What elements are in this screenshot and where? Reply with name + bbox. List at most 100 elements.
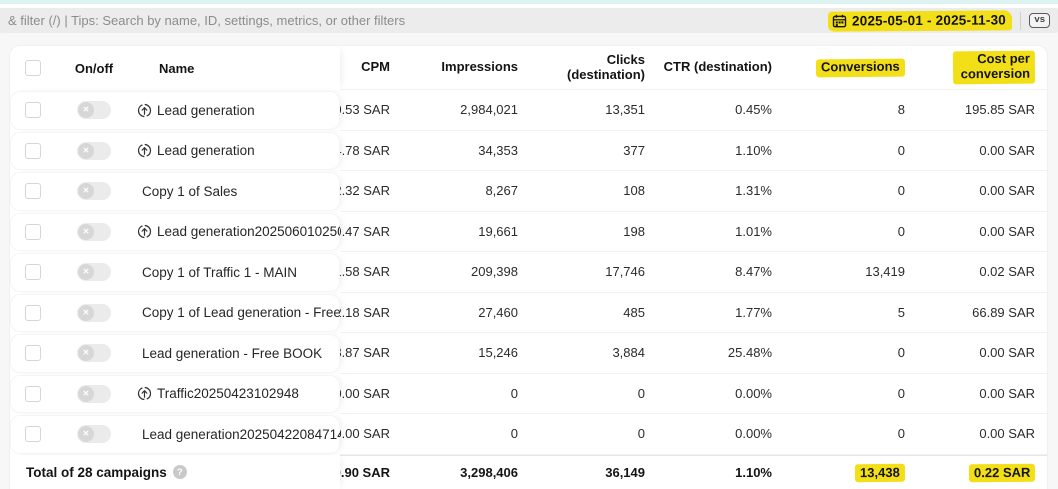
cell-cpm: 1.58 SAR (334, 264, 390, 280)
cell-ctr: 0.00% (735, 385, 772, 401)
select-all-checkbox[interactable] (25, 60, 41, 76)
cell-ctr: 0.00% (735, 426, 772, 442)
row-checkbox[interactable] (25, 102, 41, 119)
header-conversions[interactable]: Conversions (816, 58, 906, 77)
campaign-name[interactable]: Lead generation - Free BOOK (142, 345, 323, 361)
campaign-name[interactable]: Lead generation20250601025055 (157, 224, 340, 240)
campaign-name[interactable]: Lead generation (157, 102, 255, 118)
row-checkbox[interactable] (25, 223, 41, 240)
header-ctr[interactable]: CTR (destination) (663, 59, 772, 75)
campaign-name[interactable]: Copy 1 of Lead generation - Free B... (142, 305, 340, 321)
cell-clicks: 0 (637, 426, 645, 442)
cell-cpm: 4.78 SAR (334, 142, 390, 158)
cell-cost-per-conversion: 0.00 SAR (979, 223, 1035, 239)
cell-cost-per-conversion: 0.00 SAR (979, 183, 1035, 199)
toggle-off-x-icon: ✕ (78, 345, 94, 362)
cell-ctr: 1.10% (735, 142, 772, 158)
total-impressions: 3,298,406 (460, 465, 518, 480)
table-row: ✕ Copy 1 of Lead generation - Free B... … (10, 292, 1047, 333)
cell-conversions: 13,419 (865, 264, 905, 280)
cell-cost-per-conversion: 0.00 SAR (979, 385, 1035, 401)
date-range-picker[interactable]: 2025-05-01 - 2025-11-30 (828, 9, 1013, 32)
toggle-off-x-icon: ✕ (78, 385, 94, 402)
header-cpm[interactable]: CPM (361, 59, 390, 75)
cell-conversions: 8 (897, 102, 905, 118)
cell-conversions: 0 (897, 142, 905, 158)
divider (1020, 11, 1022, 30)
cell-ctr: 1.77% (735, 304, 772, 320)
header-on-off[interactable]: On/off (74, 60, 114, 76)
on-off-toggle[interactable]: ✕ (77, 222, 111, 241)
toggle-off-x-icon: ✕ (78, 264, 94, 281)
cell-cpm: 0.00 SAR (334, 385, 390, 401)
cell-ctr: 1.31% (735, 183, 772, 199)
on-off-toggle[interactable]: ✕ (77, 303, 111, 322)
on-off-toggle[interactable]: ✕ (77, 182, 111, 201)
cell-impressions: 19,661 (478, 223, 518, 239)
row-checkbox[interactable] (25, 426, 41, 443)
on-off-toggle[interactable]: ✕ (77, 263, 111, 282)
cell-conversions: 0 (897, 385, 905, 401)
header-impressions[interactable]: Impressions (441, 59, 518, 75)
on-off-toggle[interactable]: ✕ (77, 141, 111, 160)
cell-impressions: 8,267 (485, 183, 518, 199)
cell-clicks: 17,746 (605, 264, 645, 280)
help-icon[interactable]: ? (172, 465, 187, 479)
cell-clicks: 13,351 (605, 102, 645, 118)
cell-cost-per-conversion: 0.00 SAR (979, 426, 1035, 442)
compare-vs-button[interactable]: vs (1029, 13, 1050, 28)
campaign-name[interactable]: Traffic20250423102948 (157, 386, 299, 402)
cell-impressions: 15,246 (478, 345, 518, 361)
table-header-row: On/off Name CPM Impressions Clicks (dest… (10, 46, 1047, 90)
total-cpm: 0.90 SAR (333, 465, 390, 480)
row-checkbox[interactable] (25, 142, 41, 159)
cell-conversions: 0 (897, 183, 905, 199)
on-off-toggle[interactable]: ✕ (77, 101, 111, 120)
row-checkbox[interactable] (25, 385, 41, 402)
cell-ctr: 1.01% (735, 223, 772, 239)
cell-clicks: 108 (623, 183, 645, 199)
total-ctr: 1.10% (735, 465, 772, 480)
cell-cpm: 0.53 SAR (334, 102, 390, 118)
header-cost-per-conversion[interactable]: Cost per conversion (952, 50, 1036, 85)
search-filter-input[interactable]: & filter (/) | Tips: Search by name, ID,… (8, 13, 406, 28)
cell-clicks: 377 (623, 142, 645, 158)
campaign-name[interactable]: Copy 1 of Sales (142, 183, 238, 199)
cell-conversions: 0 (897, 426, 905, 442)
campaign-name[interactable]: Copy 1 of Traffic 1 - MAIN (142, 264, 298, 280)
total-clicks: 36,149 (605, 465, 645, 480)
cell-impressions: 0 (510, 385, 518, 401)
table-row: ✕ Traffic20250423102948 0.00 SAR 0 0 0.0… (10, 373, 1047, 414)
totals-label: Total of 28 campaigns (26, 464, 167, 480)
cell-conversions: 0 (897, 345, 905, 361)
row-checkbox[interactable] (25, 345, 41, 362)
toggle-off-x-icon: ✕ (78, 102, 94, 119)
browser-top-strip (0, 0, 1058, 4)
calendar-icon (832, 13, 847, 28)
cell-impressions: 34,353 (478, 142, 518, 158)
table-row: ✕ Lead generation - Free BOOK 8.87 SAR 1… (10, 333, 1047, 374)
header-name[interactable]: Name (159, 60, 195, 76)
on-off-toggle[interactable]: ✕ (77, 384, 111, 403)
on-off-toggle[interactable]: ✕ (77, 425, 111, 444)
on-off-toggle[interactable]: ✕ (77, 344, 111, 363)
toggle-off-x-icon: ✕ (78, 304, 94, 321)
smart-campaign-arrow-icon (137, 386, 152, 401)
search-filter-bar: & filter (/) | Tips: Search by name, ID,… (0, 8, 1058, 33)
table-row: ✕ Copy 1 of Traffic 1 - MAIN 1.58 SAR 20… (10, 252, 1047, 293)
row-checkbox[interactable] (25, 183, 41, 200)
campaign-name[interactable]: Lead generation (157, 143, 255, 159)
top-gap (0, 4, 1058, 8)
smart-campaign-arrow-icon (137, 224, 152, 239)
row-checkbox[interactable] (25, 264, 41, 281)
cell-cost-per-conversion: 195.85 SAR (964, 102, 1035, 118)
row-checkbox[interactable] (25, 304, 41, 321)
totals-row: Total of 28 campaigns ? 0.90 SAR 3,298,4… (10, 454, 1047, 489)
table-row: ✕ Lead generation20250601025055 9.47 SAR… (10, 211, 1047, 252)
header-clicks[interactable]: Clicks (destination) (567, 51, 645, 82)
toggle-off-x-icon: ✕ (78, 223, 94, 240)
cell-cpm: 2.18 SAR (334, 304, 390, 320)
campaign-name[interactable]: Lead generation20250422084714 (142, 426, 340, 442)
table-row: ✕ Copy 1 of Sales 2.32 SAR 8,267 108 1.3… (10, 171, 1047, 212)
cell-cpm: 2.32 SAR (334, 183, 390, 199)
